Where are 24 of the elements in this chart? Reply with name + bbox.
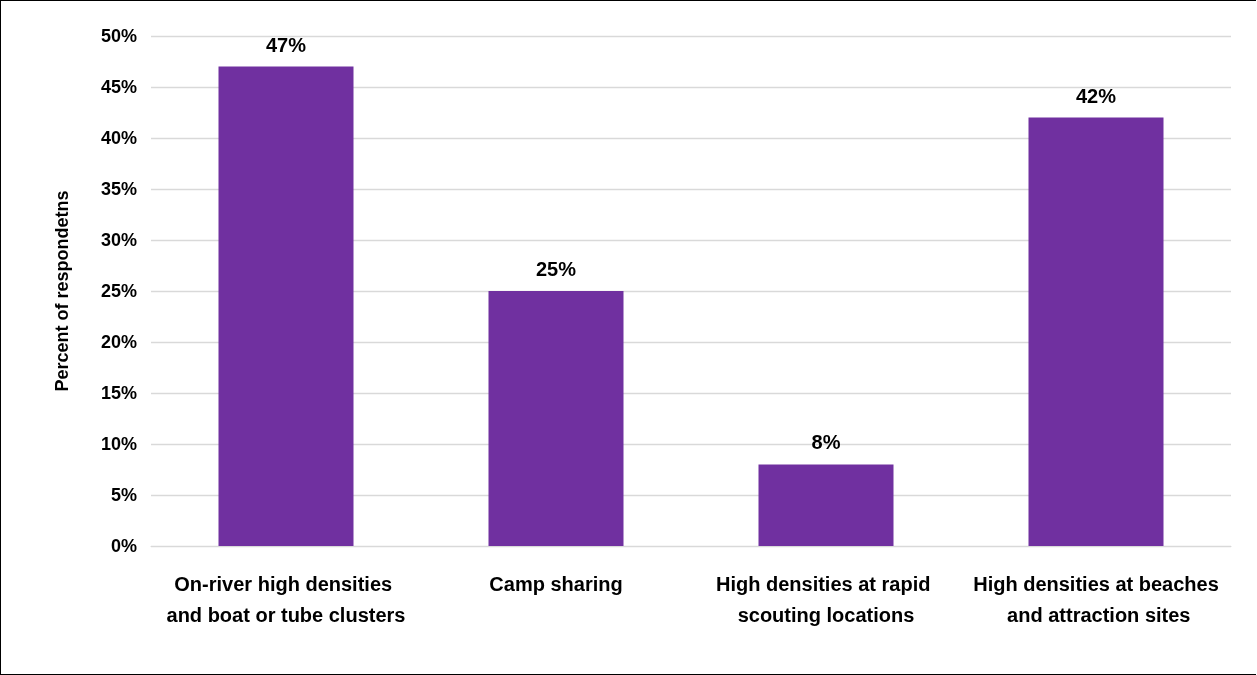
data-label: 42% xyxy=(1075,84,1117,107)
data-label: 8% xyxy=(811,431,841,454)
data-label: 25% xyxy=(535,258,577,280)
y-tick-label: 30% xyxy=(100,230,137,250)
x-tick-label: On-river high densities and boat or tube clusters xyxy=(166,572,406,626)
y-tick-label: 40% xyxy=(100,128,137,148)
y-tick-label: 20% xyxy=(100,332,137,352)
data-label: 47% xyxy=(265,33,307,56)
x-tick-label: High densities at rapid scouting locations xyxy=(715,572,937,626)
y-tick-label: 35% xyxy=(100,179,137,199)
bar xyxy=(758,464,894,546)
bar xyxy=(488,291,624,546)
bar xyxy=(1028,117,1164,546)
bar xyxy=(218,66,354,546)
y-tick-label: 0% xyxy=(110,536,137,556)
y-tick-label: 45% xyxy=(100,77,137,97)
y-tick-label: 5% xyxy=(110,485,137,505)
y-tick-label: 15% xyxy=(100,383,137,403)
y-tick-label: 10% xyxy=(100,434,137,454)
y-tick-label: 50% xyxy=(100,26,137,46)
y-axis-title: Percent of respondetns xyxy=(52,190,72,392)
x-tick-label: Camp sharing xyxy=(489,572,623,595)
y-tick-label: 25% xyxy=(100,281,137,301)
x-tick-label: High densities at beaches and attraction sites xyxy=(973,572,1219,626)
